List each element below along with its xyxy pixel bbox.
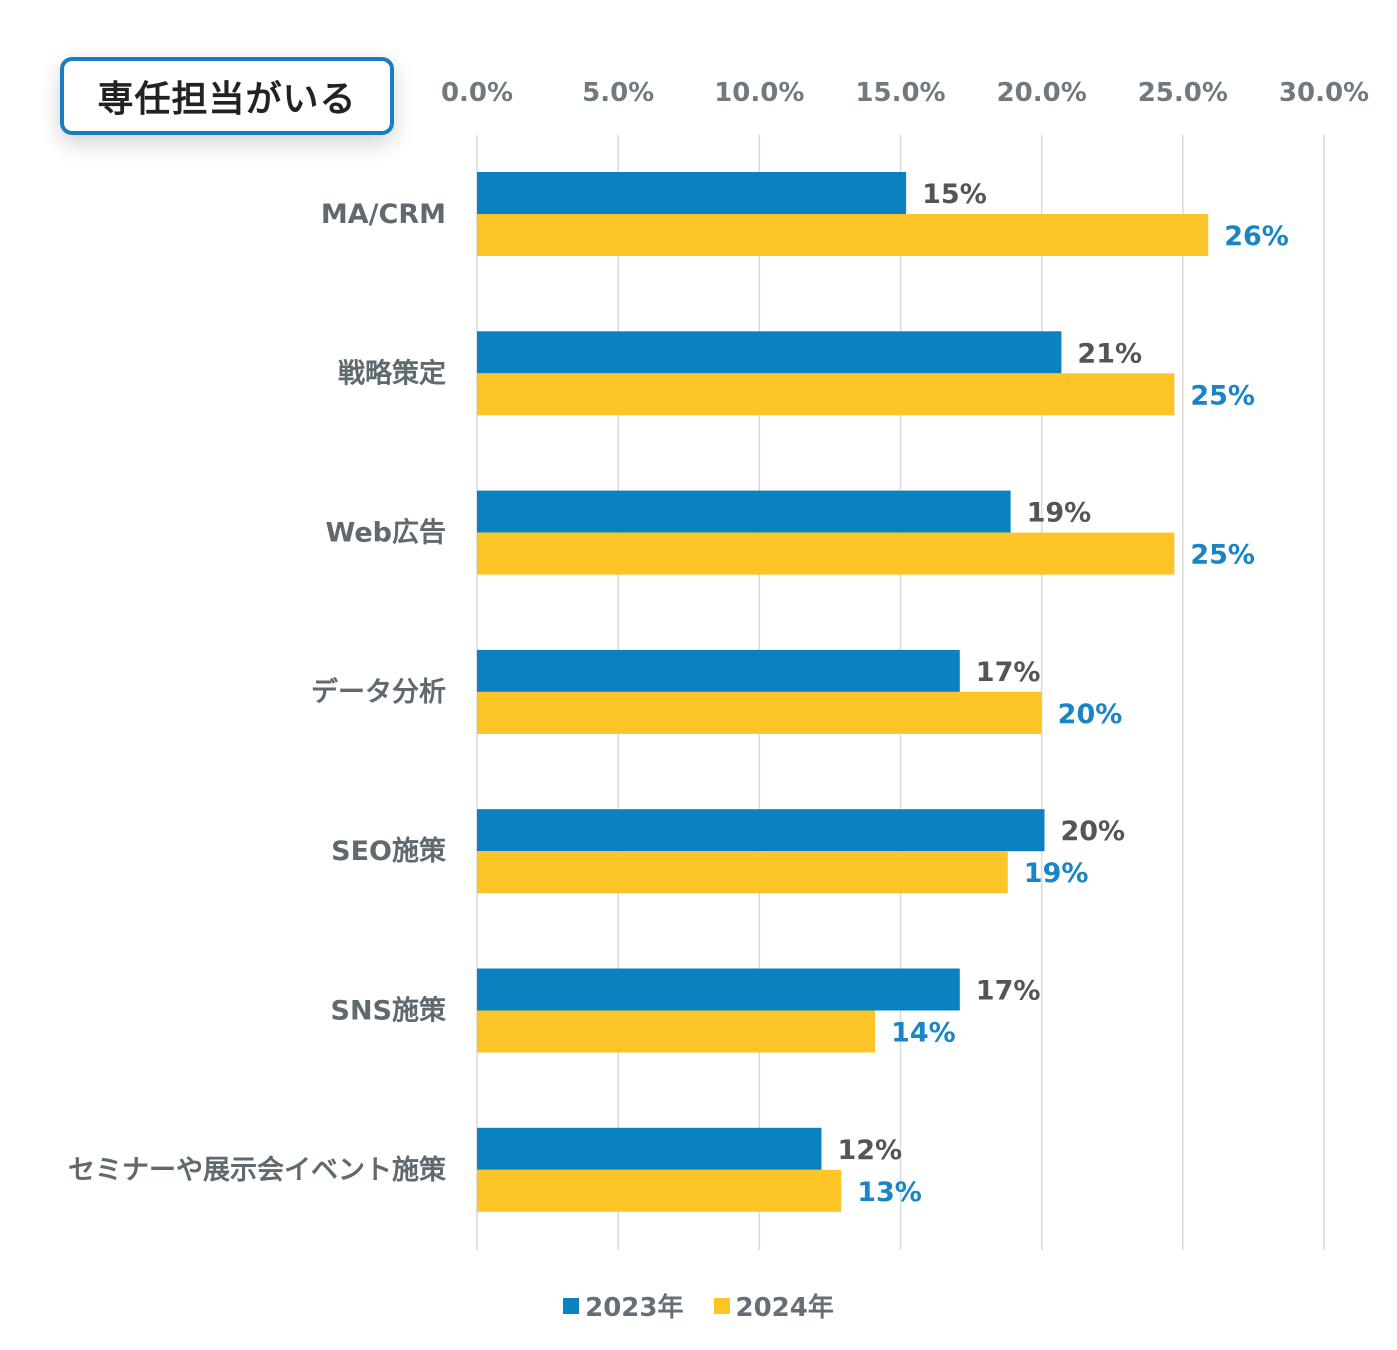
legend-item-2024: 2024年 (713, 1287, 834, 1324)
x-tick-label: 30.0% (1279, 78, 1369, 108)
bar-2023 (477, 331, 1062, 374)
category-label: SEO施策 (331, 835, 447, 867)
data-label-2023: 15% (922, 179, 987, 210)
legend-swatch-2024 (713, 1297, 730, 1314)
x-tick-label: 25.0% (1138, 78, 1228, 108)
bar-2024 (477, 214, 1209, 256)
bar-2024 (477, 1169, 842, 1212)
data-label-2023: 19% (1027, 498, 1092, 529)
bar-2024 (477, 532, 1175, 575)
chart-title-badge: 専任担当がいる (60, 57, 394, 135)
data-label-2023: 12% (837, 1135, 902, 1166)
data-label-2024: 26% (1224, 221, 1289, 252)
data-label-2023: 20% (1060, 816, 1125, 847)
bar-2023 (477, 172, 907, 214)
x-tick-label: 15.0% (855, 78, 945, 108)
category-label: 戦略策定 (338, 357, 446, 389)
data-label-2023: 17% (976, 976, 1041, 1007)
data-label-2024: 25% (1190, 540, 1255, 571)
bar-2024 (477, 691, 1042, 734)
category-label: Web広告 (326, 517, 446, 549)
data-label-2023: 21% (1077, 338, 1142, 369)
legend: 2023年 2024年 (0, 1287, 1397, 1324)
x-tick-label: 0.0% (441, 78, 513, 108)
bar-2023 (477, 1127, 822, 1170)
x-tick-label: 5.0% (582, 78, 654, 108)
data-label-2024: 13% (857, 1177, 922, 1208)
data-label-2024: 14% (891, 1018, 956, 1049)
bar-2023 (477, 809, 1045, 852)
bar-2024 (477, 373, 1175, 416)
bar-2023 (477, 968, 960, 1011)
category-label: セミナーや展示会イベント施策 (68, 1154, 447, 1186)
data-label-2023: 17% (976, 657, 1041, 688)
x-tick-label: 20.0% (997, 78, 1087, 108)
bar-2023 (477, 649, 960, 692)
legend-label-2023: 2023年 (585, 1293, 684, 1323)
legend-label-2024: 2024年 (735, 1293, 834, 1323)
chart-title: 専任担当がいる (97, 79, 357, 120)
data-label-2024: 20% (1058, 699, 1123, 730)
category-label: MA/CRM (321, 199, 446, 230)
legend-swatch-2023 (563, 1297, 580, 1314)
category-label: SNS施策 (331, 995, 447, 1027)
category-label: データ分析 (311, 676, 446, 708)
data-label-2024: 25% (1190, 380, 1255, 411)
bar-2024 (477, 851, 1008, 894)
bar-2024 (477, 1010, 876, 1053)
legend-item-2023: 2023年 (563, 1287, 684, 1324)
bar-2023 (477, 490, 1011, 533)
data-label-2024: 19% (1024, 858, 1089, 889)
x-tick-label: 10.0% (714, 78, 804, 108)
